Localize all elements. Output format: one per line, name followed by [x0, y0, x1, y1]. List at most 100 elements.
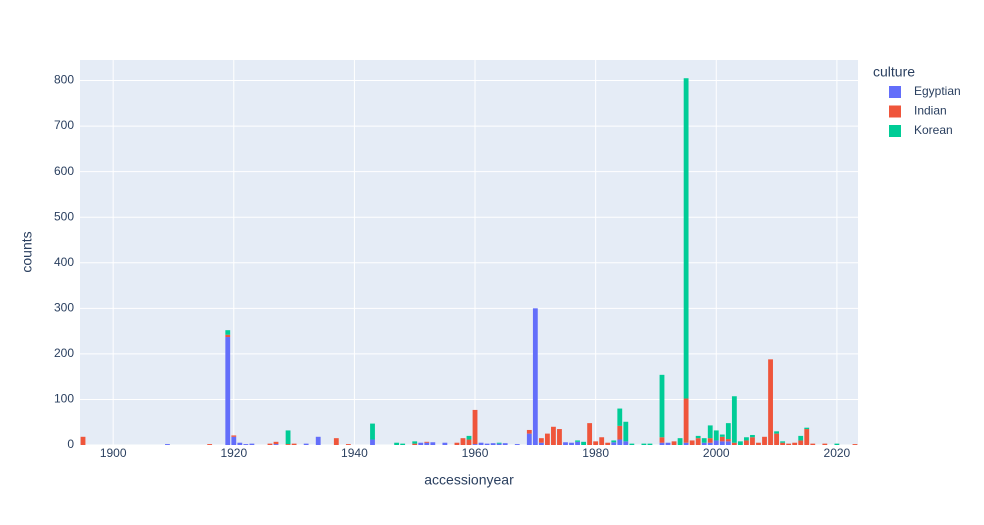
- bar: [834, 443, 840, 445]
- y-tick-label: 600: [54, 164, 74, 178]
- bar: [165, 444, 170, 445]
- bar: [611, 440, 617, 443]
- bar: [394, 442, 400, 445]
- y-tick-label: 200: [54, 346, 74, 360]
- bar: [460, 438, 466, 445]
- bar: [683, 398, 689, 443]
- bar: [605, 442, 611, 445]
- bar: [617, 425, 623, 440]
- y-tick-label: 800: [54, 73, 74, 87]
- y-tick-label: 100: [54, 392, 74, 406]
- bar: [333, 438, 339, 445]
- bar: [713, 430, 719, 441]
- bar: [683, 442, 689, 445]
- plot-area: [80, 60, 858, 445]
- legend-swatch[interactable]: [889, 105, 901, 118]
- bar: [780, 442, 786, 445]
- legend-label[interactable]: Korean: [914, 123, 953, 137]
- bar: [701, 438, 707, 443]
- bar: [442, 442, 448, 445]
- y-tick-label: 300: [54, 300, 74, 314]
- bar: [647, 443, 653, 445]
- bar: [587, 423, 593, 445]
- bar: [273, 444, 279, 445]
- bar: [852, 444, 858, 445]
- legend-swatch[interactable]: [889, 125, 901, 137]
- bar: [370, 423, 375, 440]
- bar: [496, 442, 502, 444]
- bar: [774, 433, 779, 445]
- bar: [798, 435, 804, 441]
- bar: [804, 427, 810, 430]
- bar: [617, 439, 623, 445]
- bar: [466, 439, 472, 445]
- bar: [466, 435, 472, 440]
- y-tick-label: 0: [67, 437, 74, 451]
- bar: [737, 441, 743, 445]
- bar: [514, 444, 520, 445]
- bar: [750, 434, 755, 438]
- bar: [225, 337, 231, 445]
- bar: [707, 438, 713, 443]
- legend-label[interactable]: Indian: [914, 104, 947, 118]
- bar: [484, 443, 490, 445]
- bar: [798, 440, 804, 445]
- bar: [756, 442, 761, 445]
- bar: [478, 442, 484, 445]
- bar: [731, 396, 737, 443]
- bar: [243, 444, 249, 445]
- bar: [291, 443, 297, 445]
- bar: [611, 442, 617, 445]
- bar: [532, 308, 538, 445]
- legend-label[interactable]: Egyptian: [914, 84, 961, 98]
- bar: [569, 442, 574, 445]
- bar: [731, 442, 737, 445]
- bar: [719, 434, 725, 437]
- bar: [659, 437, 665, 443]
- bar: [780, 441, 786, 443]
- x-tick-label: 1960: [462, 446, 489, 460]
- bar: [544, 433, 550, 445]
- x-axis-title: accessionyear: [424, 472, 514, 488]
- bar: [575, 441, 580, 445]
- bar: [665, 442, 671, 445]
- bar: [707, 442, 713, 445]
- legend-swatch[interactable]: [889, 86, 901, 98]
- bar: [538, 442, 544, 445]
- bar: [400, 443, 406, 445]
- bar: [744, 437, 749, 441]
- bar: [345, 444, 351, 445]
- bar: [719, 436, 725, 442]
- bar: [285, 444, 291, 445]
- bar: [496, 443, 502, 445]
- bar: [472, 444, 478, 445]
- bar: [725, 423, 731, 440]
- bar: [695, 438, 701, 445]
- bar: [593, 441, 599, 445]
- bar: [303, 443, 309, 445]
- bar: [370, 439, 375, 445]
- bar: [231, 436, 237, 445]
- bar: [490, 443, 496, 445]
- bar: [418, 442, 424, 445]
- bar: [563, 442, 568, 445]
- bar: [225, 330, 231, 335]
- bar: [80, 436, 86, 445]
- bar: [659, 442, 665, 445]
- bar: [677, 438, 683, 445]
- bar: [430, 442, 436, 445]
- bar: [786, 443, 792, 445]
- x-tick-label: 1900: [100, 446, 127, 460]
- bar: [424, 441, 430, 443]
- y-tick-label: 400: [54, 255, 74, 269]
- bar: [581, 441, 587, 445]
- x-tick-label: 2000: [703, 446, 730, 460]
- bar: [526, 429, 532, 434]
- bar: [551, 426, 556, 445]
- bar: [744, 440, 749, 445]
- bar: [237, 442, 243, 445]
- bar: [792, 442, 798, 445]
- bar: [412, 441, 418, 444]
- bar: [502, 443, 508, 445]
